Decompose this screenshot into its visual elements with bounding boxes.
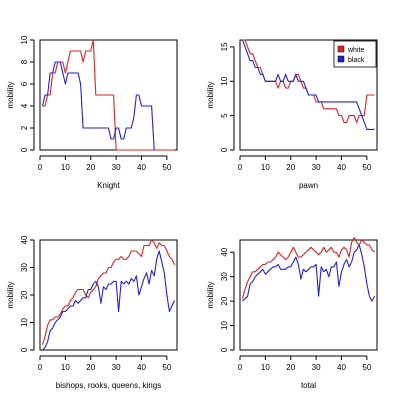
y-tick-label: 8 xyxy=(20,59,29,64)
chart-panel-1: 0 10 20 30 40 50 0 2 4 6 8 10 Knight mobility xyxy=(6,35,178,190)
y-tick-label: 5 xyxy=(220,113,229,118)
y-tick-label: 20 xyxy=(220,296,229,305)
series-line-black xyxy=(41,61,155,151)
chart-panel-4: 0 10 20 30 40 50 0 10 20 30 40 total mobility xyxy=(206,237,378,390)
legend-swatch-white xyxy=(337,45,345,53)
x-tick-label: 0 xyxy=(38,363,43,372)
x-tick-label: 30 xyxy=(312,163,321,172)
plot-frame xyxy=(39,39,178,151)
x-tick-label: 40 xyxy=(337,363,346,372)
x-tick-label: 10 xyxy=(261,363,270,372)
x-axis-label: Knight xyxy=(97,181,120,190)
legend-swatch-black xyxy=(337,55,345,63)
y-tick-label: 0 xyxy=(220,147,229,152)
y-tick-label: 10 xyxy=(20,318,29,327)
x-tick-label: 50 xyxy=(162,163,171,172)
plot-frame xyxy=(39,239,178,351)
x-tick-label: 50 xyxy=(162,363,171,372)
series-line-white xyxy=(241,237,375,299)
x-tick-label: 40 xyxy=(337,163,346,172)
y-tick-label: 2 xyxy=(20,125,29,130)
x-tick-label: 0 xyxy=(38,163,43,172)
y-tick-label: 10 xyxy=(20,35,29,44)
legend-label-black: black xyxy=(348,57,365,64)
y-axis-label: mobility xyxy=(206,281,215,308)
x-tick-label: 20 xyxy=(286,163,295,172)
legend-box xyxy=(333,40,377,68)
chart-panel-3: 0 10 20 30 40 50 0 10 20 30 40 bishops, rooks, quee… xyxy=(6,235,178,390)
x-tick-label: 40 xyxy=(137,163,146,172)
y-tick-label: 4 xyxy=(20,103,29,108)
chart-panel-2: 0 10 20 30 40 50 0 5 10 15 pawn mobility white black xyxy=(206,39,378,190)
x-tick-label: 20 xyxy=(86,363,95,372)
y-tick-label: 20 xyxy=(20,290,29,299)
legend: white black xyxy=(333,40,377,68)
x-tick-label: 50 xyxy=(362,363,371,372)
y-tick-label: 10 xyxy=(220,321,229,330)
y-axis-label: mobility xyxy=(6,81,15,108)
y-axis-label: mobility xyxy=(6,281,15,308)
y-tick-label: 10 xyxy=(220,76,229,85)
x-tick-label: 30 xyxy=(112,163,121,172)
x-tick-label: 0 xyxy=(238,363,243,372)
plot-frame xyxy=(239,39,378,151)
x-axis-label: bishops, rooks, queens, kings xyxy=(56,381,161,390)
x-axis-label: pawn xyxy=(299,181,318,190)
y-tick-label: 30 xyxy=(20,263,29,272)
series-line-black xyxy=(242,244,375,302)
x-tick-label: 40 xyxy=(137,363,146,372)
x-tick-label: 10 xyxy=(61,363,70,372)
y-tick-label: 6 xyxy=(20,81,29,86)
x-tick-label: 0 xyxy=(238,163,243,172)
x-tick-label: 30 xyxy=(112,363,121,372)
y-tick-label: 15 xyxy=(220,42,229,51)
x-tick-label: 50 xyxy=(362,163,371,172)
y-tick-label: 0 xyxy=(220,347,229,352)
series-line-black xyxy=(42,250,175,351)
x-axis-label: total xyxy=(301,381,316,390)
x-tick-label: 10 xyxy=(261,163,270,172)
x-tick-label: 20 xyxy=(86,163,95,172)
x-tick-label: 20 xyxy=(286,363,295,372)
x-tick-label: 10 xyxy=(61,163,70,172)
plot-frame xyxy=(239,239,378,351)
y-tick-label: 0 xyxy=(20,147,29,152)
series-line-white xyxy=(41,239,175,345)
y-axis-label: mobility xyxy=(206,81,215,108)
series-line-white xyxy=(42,39,175,151)
y-tick-label: 0 xyxy=(20,347,29,352)
y-tick-label: 30 xyxy=(220,272,229,281)
legend-label-white: white xyxy=(347,47,364,54)
series-line-black xyxy=(241,39,375,130)
x-tick-label: 30 xyxy=(312,363,321,372)
y-tick-label: 40 xyxy=(220,247,229,256)
y-tick-label: 40 xyxy=(20,235,29,244)
